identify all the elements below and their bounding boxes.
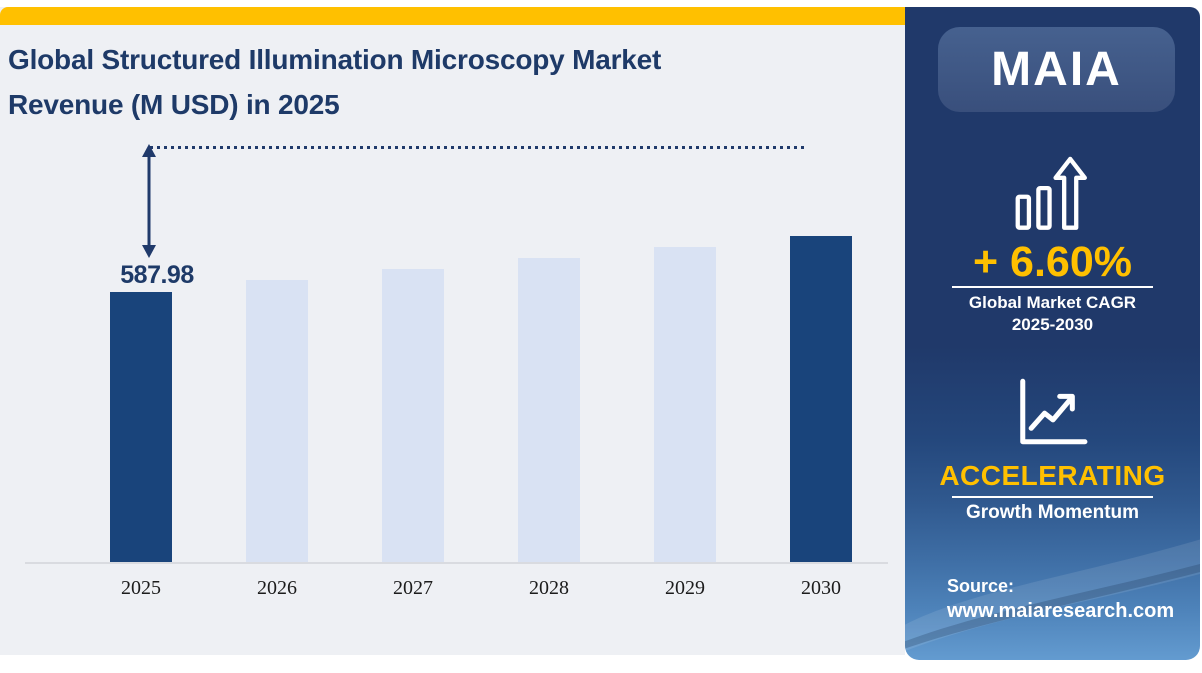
bar-2028 [518, 258, 580, 562]
maia-logo: MAIA [938, 27, 1175, 112]
page-title-line2: Revenue (M USD) in 2025 [8, 89, 340, 120]
x-axis-line [25, 562, 888, 564]
value-label-2025: 587.98 [120, 261, 194, 289]
source-url-link[interactable]: www.maiaresearch.com [947, 600, 1175, 622]
bar-2025 [110, 292, 172, 562]
x-axis-label-2030: 2030 [801, 577, 841, 599]
cagr-label-line1: Global Market CAGR [968, 293, 1137, 312]
momentum-label: Growth Momentum [965, 502, 1140, 523]
chart-panel: Global Structured Illumination Microscop… [0, 7, 905, 655]
cagr-value: + 6.60% [973, 238, 1132, 286]
momentum-divider [952, 496, 1153, 498]
line-chart-icon-wrap [905, 373, 1200, 455]
bar-growth-up-arrow-icon [1015, 156, 1087, 230]
bar-2026 [246, 280, 308, 562]
bar-2030 [790, 236, 852, 562]
sidebar: MAIA + 6.60% Global Market CAGR 2025-203… [905, 7, 1200, 660]
source-label: Source: [947, 576, 1015, 596]
vertical-double-arrow-icon [142, 144, 156, 258]
x-axis-label-2026: 2026 [257, 577, 297, 599]
page-title: Global Structured Illumination Microscop… [8, 37, 868, 127]
gold-accent-bar [0, 7, 905, 25]
maia-logo-text: MAIA [991, 43, 1122, 96]
cagr-label-line2: 2025-2030 [1011, 315, 1094, 334]
x-axis-label-2025: 2025 [121, 577, 161, 599]
x-axis-label-2028: 2028 [529, 577, 569, 599]
page-title-line1: Global Structured Illumination Microscop… [8, 44, 662, 75]
bar-2029 [654, 247, 716, 562]
dotted-leader-line [150, 146, 807, 149]
line-chart-up-arrow-icon [1019, 378, 1087, 445]
swoosh-decoration [905, 539, 1200, 652]
cagr-label: Global Market CAGR 2025-2030 [905, 292, 1200, 336]
bar-growth-icon-wrap [905, 155, 1200, 235]
momentum-value: ACCELERATING [939, 460, 1166, 491]
x-axis-label-2027: 2027 [393, 577, 433, 599]
x-axis-label-2029: 2029 [665, 577, 705, 599]
bar-2027 [382, 269, 444, 562]
cagr-divider [952, 286, 1153, 288]
